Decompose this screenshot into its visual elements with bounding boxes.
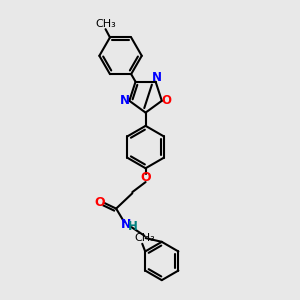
Text: O: O [140,172,151,184]
Text: N: N [120,94,130,107]
Text: CH₃: CH₃ [135,232,156,243]
Text: N: N [152,71,162,84]
Text: N: N [121,218,132,231]
Text: H: H [128,220,138,233]
Text: O: O [94,196,105,209]
Text: CH₃: CH₃ [95,19,116,28]
Text: O: O [162,94,172,107]
